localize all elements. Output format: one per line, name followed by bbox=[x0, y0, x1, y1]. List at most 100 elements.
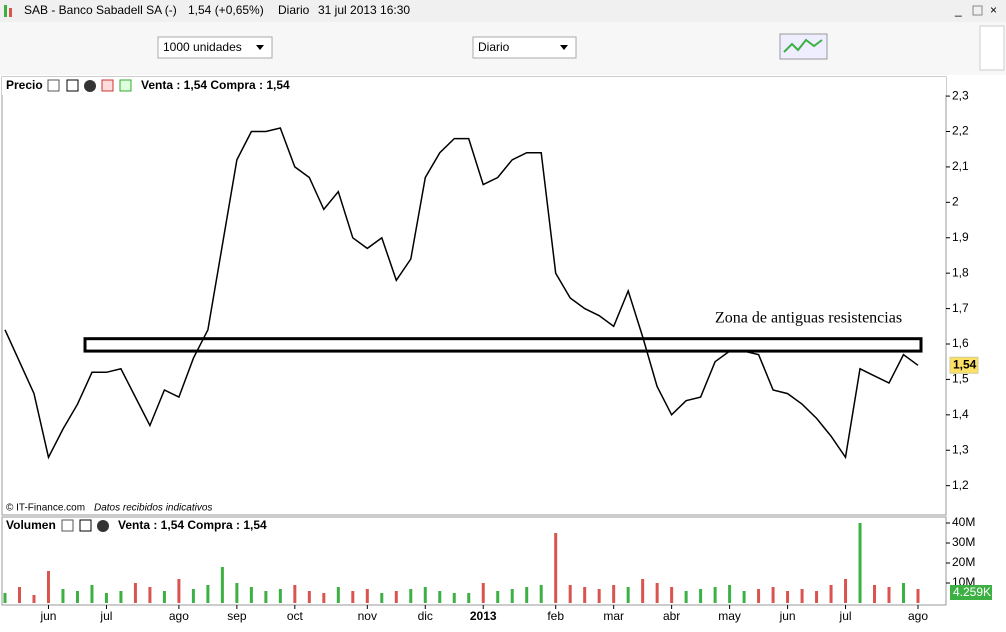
down-icon[interactable] bbox=[101, 79, 114, 92]
volume-bar bbox=[583, 587, 587, 603]
last-volume-label: 4.259K bbox=[953, 585, 991, 599]
volume-bar bbox=[235, 583, 239, 603]
zone-label: Zona de antiguas resistencias bbox=[715, 309, 902, 326]
volume-bar bbox=[655, 583, 659, 603]
volume-bar bbox=[612, 585, 616, 603]
panel-title: Volumen bbox=[6, 518, 56, 532]
window-datetime: 31 jul 2013 16:30 bbox=[318, 3, 410, 17]
close-button[interactable]: × bbox=[990, 3, 997, 17]
title-bar bbox=[0, 0, 1006, 22]
x-tick-label: nov bbox=[358, 609, 377, 623]
volume-bar bbox=[148, 587, 152, 603]
volume-bar bbox=[786, 591, 790, 603]
y-tick-label: 1,5 bbox=[952, 372, 969, 386]
volume-bar bbox=[17, 587, 21, 603]
last-price-box bbox=[949, 356, 979, 374]
volume-bar bbox=[597, 589, 601, 603]
y-tick-label: 1,4 bbox=[952, 407, 969, 421]
volume-bar bbox=[713, 587, 717, 603]
y-tick-label: 1,8 bbox=[952, 265, 969, 279]
y-tick-label: 1,2 bbox=[952, 478, 969, 492]
volume-bar bbox=[887, 587, 891, 603]
volume-bar bbox=[104, 593, 108, 603]
x-tick-label: sep bbox=[227, 609, 247, 623]
volume-bar bbox=[699, 589, 703, 603]
volume-bar bbox=[119, 591, 123, 603]
close-icon[interactable] bbox=[84, 80, 96, 92]
indicators-button[interactable] bbox=[779, 33, 828, 60]
volume-bar bbox=[916, 589, 920, 603]
volume-bar bbox=[278, 589, 282, 603]
panel-info: Venta : 1,54 Compra : 1,54 bbox=[141, 78, 290, 92]
source-text: © IT-Finance.com bbox=[6, 503, 85, 514]
y-tick-label: 40M bbox=[952, 515, 975, 529]
volume-panel bbox=[1, 516, 947, 606]
volume-bar bbox=[90, 585, 94, 603]
window-title: SAB - Banco Sabadell SA (-) bbox=[24, 3, 177, 17]
y-tick-label: 2,3 bbox=[952, 88, 969, 102]
interval-value: Diario bbox=[478, 40, 510, 54]
volume-bar bbox=[815, 591, 819, 603]
volume-bar bbox=[46, 571, 50, 603]
volume-bar bbox=[829, 585, 833, 603]
volume-bar bbox=[670, 587, 674, 603]
window-icon[interactable] bbox=[66, 79, 79, 92]
volume-bar bbox=[264, 591, 268, 603]
volume-bar bbox=[757, 589, 761, 603]
y-tick-label: 1,6 bbox=[952, 336, 969, 350]
window-period: Diario bbox=[278, 3, 310, 17]
settings-icon[interactable] bbox=[47, 79, 60, 92]
volume-bar bbox=[220, 567, 224, 603]
last-volume-box bbox=[950, 585, 992, 600]
app-icon bbox=[4, 5, 7, 17]
up-icon[interactable] bbox=[119, 79, 132, 92]
app-icon bbox=[9, 8, 12, 17]
interval-dropdown[interactable] bbox=[472, 36, 577, 59]
volume-bar bbox=[467, 593, 471, 603]
last-price-label: 1,54 bbox=[953, 357, 977, 371]
volume-bar bbox=[423, 587, 427, 603]
volume-bar bbox=[626, 587, 630, 603]
minimize-button[interactable]: _ bbox=[954, 3, 962, 17]
x-tick-label: jul bbox=[839, 609, 852, 623]
volume-bar bbox=[873, 585, 877, 603]
volume-bar bbox=[902, 583, 906, 603]
volume-bar bbox=[380, 593, 384, 603]
dropdown-arrow bbox=[560, 45, 568, 50]
y-tick-label: 1,7 bbox=[952, 301, 969, 315]
x-tick-label: 2013 bbox=[470, 609, 497, 623]
volume-bar bbox=[438, 591, 442, 603]
volume-bar bbox=[525, 587, 529, 603]
y-tick-label: 20M bbox=[952, 555, 975, 569]
quantity-dropdown[interactable] bbox=[157, 36, 273, 59]
volume-bar bbox=[568, 585, 572, 603]
window-icon[interactable] bbox=[79, 519, 92, 532]
settings-icon[interactable] bbox=[61, 519, 74, 532]
dropdown-arrow bbox=[256, 45, 264, 50]
y-tick-label: 2 bbox=[952, 195, 959, 209]
volume-bar bbox=[771, 587, 775, 603]
volume-bar bbox=[351, 591, 355, 603]
volume-bar bbox=[177, 579, 181, 603]
volume-bar bbox=[481, 583, 485, 603]
x-tick-label: jun bbox=[39, 609, 56, 623]
volume-bar bbox=[510, 589, 514, 603]
volume-bar bbox=[409, 589, 413, 603]
volume-bar bbox=[162, 591, 166, 603]
y-tick-label: 2,2 bbox=[952, 124, 969, 138]
price-header bbox=[2, 77, 946, 95]
panel-title: Precio bbox=[6, 78, 43, 92]
x-tick-label: jun bbox=[779, 609, 796, 623]
y-tick-label: 1,9 bbox=[952, 230, 969, 244]
side-panel-button[interactable] bbox=[979, 25, 1005, 71]
volume-bar bbox=[858, 523, 862, 603]
volume-bar bbox=[684, 591, 688, 603]
close-icon[interactable] bbox=[97, 520, 109, 532]
volume-bar bbox=[452, 593, 456, 603]
note-text: Datos recibidos indicativos bbox=[94, 503, 212, 514]
x-tick-label: jul bbox=[99, 609, 112, 623]
maximize-button[interactable] bbox=[972, 5, 983, 16]
volume-bar bbox=[641, 579, 645, 603]
volume-bar bbox=[32, 595, 36, 603]
